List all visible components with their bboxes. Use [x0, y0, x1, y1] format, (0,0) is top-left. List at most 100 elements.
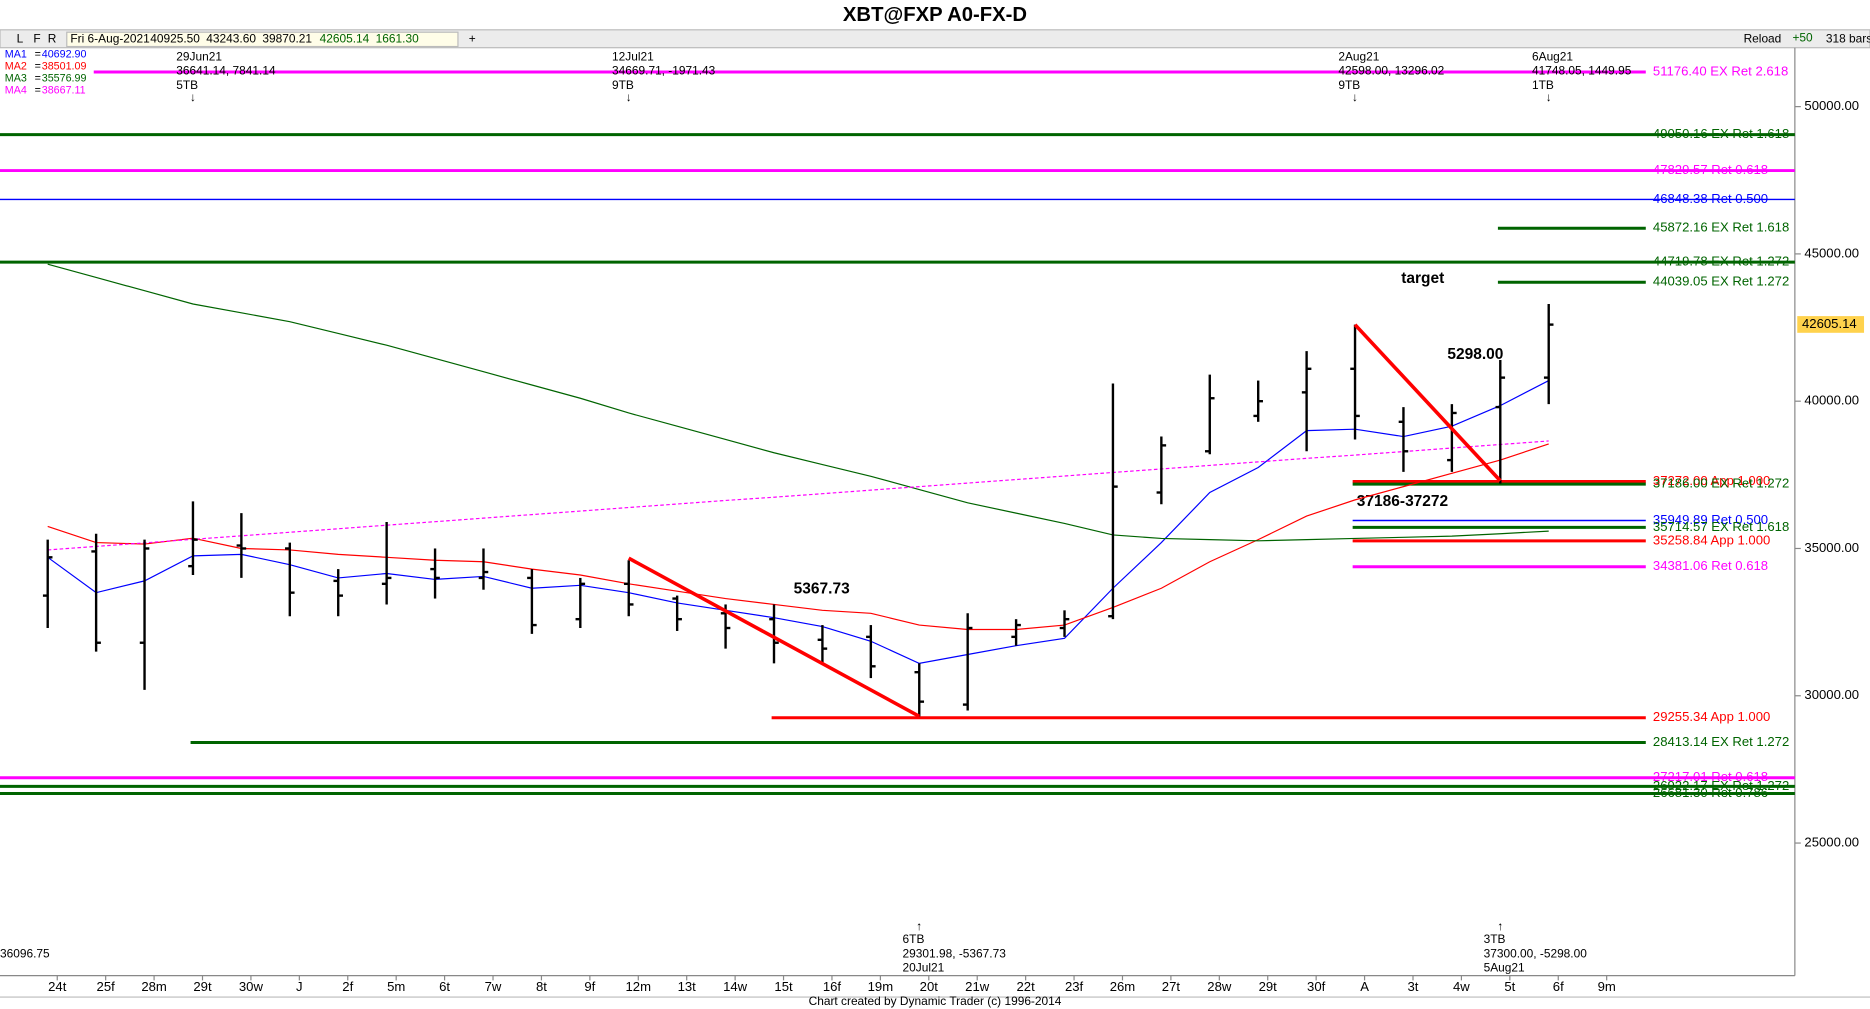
y-tick-label: 50000.00	[1804, 98, 1859, 113]
swing-label: 5298.00	[1447, 346, 1503, 363]
x-tick-label: 29t	[193, 979, 212, 994]
x-tick-label: 21w	[965, 979, 990, 994]
pivot-date: 5Aug21	[1484, 961, 1525, 975]
x-tick-label: 25f	[97, 979, 116, 994]
toolbar-button[interactable]: L	[17, 32, 24, 46]
x-tick-label: 15t	[774, 979, 793, 994]
level-label: 27217.01 Ret 0.618	[1653, 769, 1768, 784]
y-tick-label: 30000.00	[1804, 687, 1859, 702]
quote-low: 39870.21	[262, 32, 312, 46]
pivot-info: 34669.71, -1971.43	[612, 64, 716, 78]
legend-equals: =	[35, 73, 41, 85]
pivot-date: 2Aug21	[1338, 49, 1379, 63]
legend-value: 35576.99	[42, 73, 87, 85]
pivot-count: 6TB	[903, 932, 925, 946]
pivot-info: 37300.00, -5298.00	[1484, 946, 1588, 960]
toolbar-button[interactable]: F	[33, 32, 40, 46]
zone-annotation: 37186-37272	[1357, 493, 1448, 510]
level-label: 44719.78 EX Ret 1.272	[1653, 254, 1789, 269]
level-label: 35949.89 Ret 0.500	[1653, 512, 1768, 527]
add-button[interactable]: +	[469, 32, 476, 46]
level-label: 47829.57 Ret 0.618	[1653, 162, 1768, 177]
pivot-info: 42598.00, 13296.02	[1338, 64, 1444, 78]
quote-close: 42605.14	[320, 32, 370, 46]
level-label: 46848.38 Ret 0.500	[1653, 191, 1768, 206]
swing-line	[627, 556, 921, 718]
x-tick-label: 6f	[1553, 979, 1564, 994]
level-label: 44039.05 EX Ret 1.272	[1653, 274, 1789, 289]
pivot-arrow: ↓	[626, 90, 632, 104]
quote-change: 1661.30	[376, 32, 419, 46]
x-tick-label: 14w	[723, 979, 748, 994]
level-label: 37272.00 App 1.000	[1653, 473, 1770, 488]
pivot-date: 20Jul21	[903, 961, 945, 975]
x-tick-label: 16f	[823, 979, 842, 994]
target-annotation: target	[1401, 270, 1444, 287]
moving-average	[47, 440, 1549, 551]
x-tick-label: 9m	[1598, 979, 1616, 994]
last-price-label: 42605.14	[1802, 316, 1857, 331]
step-button[interactable]: +50	[1792, 30, 1813, 44]
x-tick-label: 27t	[1162, 979, 1181, 994]
x-tick-label: 24t	[48, 979, 67, 994]
pivot-arrow: ↓	[1352, 90, 1358, 104]
x-tick-label: 23f	[1065, 979, 1084, 994]
pivot-count: 5TB	[176, 78, 198, 92]
bar-count: 318 bars	[1826, 32, 1870, 46]
level-label: 45872.16 EX Ret 1.618	[1653, 220, 1789, 235]
swing-label: 5367.73	[794, 581, 850, 598]
quote-open: 40925.50	[150, 32, 200, 46]
pivot-arrow: ↓	[190, 90, 196, 104]
pivot-date: 6Aug21	[1532, 49, 1573, 63]
x-tick-label: 7w	[485, 979, 502, 994]
quote-date: Fri 6-Aug-2021	[70, 32, 150, 46]
pivot-date: 12Jul21	[612, 49, 654, 63]
left-value: 36096.75	[0, 946, 50, 960]
x-tick-label: 8t	[536, 979, 547, 994]
y-tick-label: 25000.00	[1804, 835, 1859, 850]
pivot-info: 41748.05, 1449.95	[1532, 64, 1632, 78]
legend-equals: =	[35, 61, 41, 73]
x-tick-label: 30f	[1307, 979, 1326, 994]
level-label: 49050.16 EX Ret 1.618	[1653, 126, 1789, 141]
legend-name: MA4	[5, 84, 27, 96]
x-tick-label: 19m	[868, 979, 894, 994]
legend-equals: =	[35, 49, 41, 61]
x-tick-label: 26m	[1110, 979, 1136, 994]
x-tick-label: 4w	[1453, 979, 1470, 994]
pivot-count: 3TB	[1484, 932, 1506, 946]
toolbar-button[interactable]: R	[48, 32, 57, 46]
level-label: 34381.06 Ret 0.618	[1653, 558, 1768, 573]
legend-name: MA2	[5, 61, 27, 73]
x-tick-label: 5m	[387, 979, 405, 994]
level-label: 29255.34 App 1.000	[1653, 709, 1770, 724]
x-tick-label: 6t	[439, 979, 450, 994]
legend-value: 38667.11	[42, 84, 86, 96]
y-tick-label: 45000.00	[1804, 245, 1859, 260]
pivot-date: 29Jun21	[176, 49, 222, 63]
legend-name: MA1	[5, 49, 27, 61]
pivot-arrow: ↑	[1497, 919, 1503, 933]
x-tick-label: 22t	[1017, 979, 1036, 994]
x-tick-label: 12m	[626, 979, 652, 994]
y-tick-label: 40000.00	[1804, 393, 1859, 408]
level-label: 35714.57 EX Ret 1.618	[1653, 519, 1789, 534]
toolbar	[0, 29, 1870, 49]
pivot-count: 1TB	[1532, 78, 1554, 92]
chart-title: XBT@FXP A0-FX-D	[843, 4, 1027, 26]
x-tick-label: 5t	[1504, 979, 1515, 994]
legend-value: 38501.09	[42, 61, 87, 73]
quote-high: 43243.60	[206, 32, 256, 46]
reload-button[interactable]: Reload	[1744, 32, 1782, 46]
level-label: 35258.84 App 1.000	[1653, 532, 1770, 547]
level-label: 26681.30 Ret 0.786	[1653, 785, 1768, 800]
swing-line	[1353, 323, 1502, 482]
legend-name: MA3	[5, 73, 27, 85]
pivot-info: 36641.14, 7841.14	[176, 64, 276, 78]
x-tick-label: 9f	[584, 979, 595, 994]
x-tick-label: 29t	[1259, 979, 1278, 994]
title-bar	[0, 0, 1870, 30]
moving-average	[47, 443, 1549, 631]
